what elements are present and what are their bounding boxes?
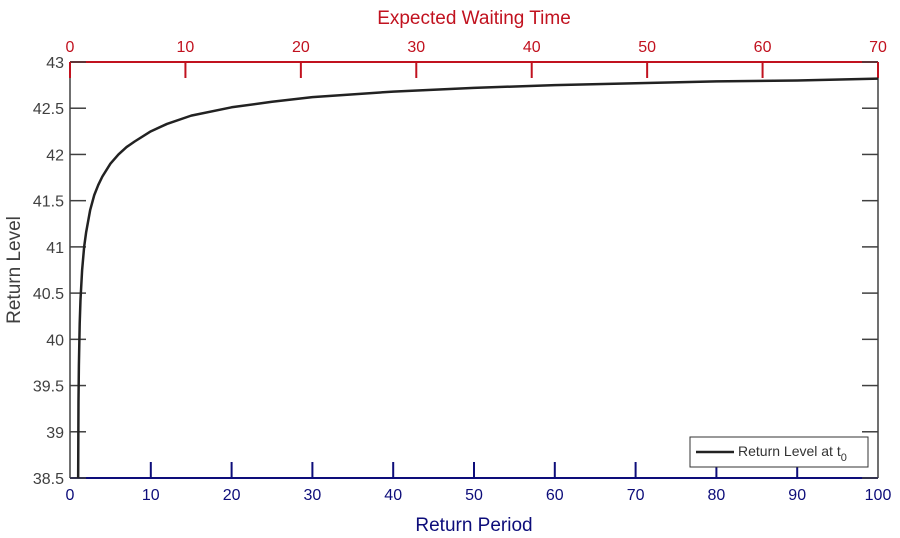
top-x-tick-label: 70 <box>869 39 887 56</box>
left-y-ticks: 38.5 39 39.5 40 40.5 41 41.5 42 42.5 43 <box>33 55 878 488</box>
x-tick-label: 10 <box>142 487 160 504</box>
y-tick-label: 41 <box>46 240 64 257</box>
y-tick-label: 43 <box>46 55 64 72</box>
legend-label-main: Return Level at t <box>738 443 841 459</box>
x-tick-label: 100 <box>865 487 892 504</box>
y-tick-label: 39.5 <box>33 379 64 396</box>
y-tick-label: 41.5 <box>33 194 64 211</box>
top-x-tick-label: 60 <box>754 39 772 56</box>
legend-label-subscript: 0 <box>841 452 847 464</box>
x-axis-title: Return Period <box>415 515 532 536</box>
top-x-tick-label: 20 <box>292 39 310 56</box>
series-layer <box>76 77 879 479</box>
top-x-tick-label: 50 <box>638 39 656 56</box>
y-tick-label: 40.5 <box>33 286 64 303</box>
legend-label: Return Level at t0 <box>738 443 847 464</box>
x-tick-label: 50 <box>465 487 483 504</box>
y-tick-label: 40 <box>46 332 64 349</box>
x-tick-label: 90 <box>788 487 806 504</box>
top-x-ticks: 0 10 20 30 40 50 60 70 <box>66 39 887 78</box>
series-line <box>76 77 879 479</box>
x-tick-label: 80 <box>708 487 726 504</box>
y-tick-label: 42 <box>46 147 64 164</box>
top-x-tick-label: 10 <box>177 39 195 56</box>
plot-area <box>69 61 879 479</box>
y-tick-label: 42.5 <box>33 101 64 118</box>
top-x-axis-title: Expected Waiting Time <box>377 8 571 29</box>
y-axis-title: Return Level <box>4 216 25 324</box>
x-tick-label: 30 <box>304 487 322 504</box>
top-x-tick-label: 40 <box>523 39 541 56</box>
x-tick-label: 20 <box>223 487 241 504</box>
legend-box <box>689 436 869 468</box>
x-tick-label: 60 <box>546 487 564 504</box>
x-tick-label: 70 <box>627 487 645 504</box>
y-tick-label: 38.5 <box>33 471 64 488</box>
legend: Return Level at t0 <box>689 436 869 468</box>
x-tick-label: 40 <box>384 487 402 504</box>
y-tick-label: 39 <box>46 425 64 442</box>
x-tick-label: 0 <box>66 487 75 504</box>
top-x-tick-label: 30 <box>407 39 425 56</box>
bottom-x-ticks: 0 10 20 30 40 50 60 70 80 90 100 <box>66 462 892 504</box>
top-x-tick-label: 0 <box>66 39 75 56</box>
